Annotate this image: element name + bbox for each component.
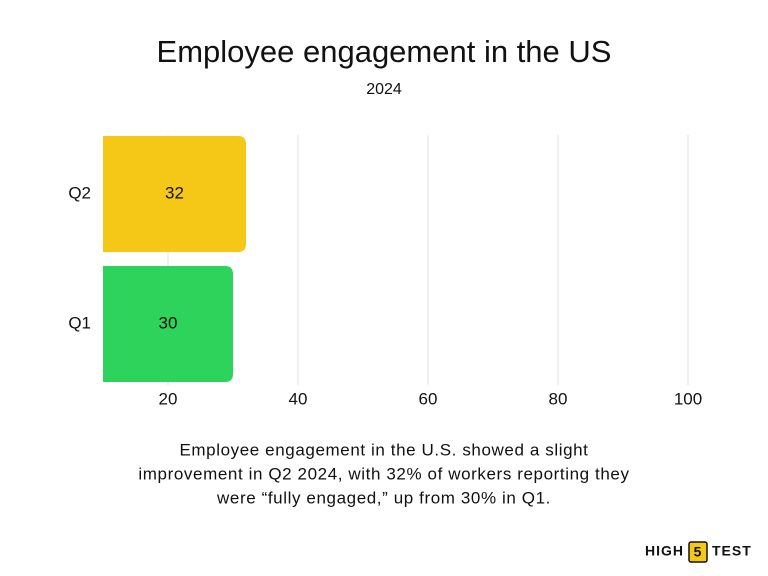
x-tick-label: 20 — [159, 389, 178, 408]
x-tick-label: 100 — [674, 389, 702, 408]
logo-box — [688, 541, 708, 563]
logo: HIGH 5 TEST — [645, 541, 752, 563]
x-tick-label: 60 — [419, 389, 438, 408]
caption-line: Employee engagement in the U.S. showed a… — [179, 440, 588, 459]
logo-left: HIGH — [645, 543, 684, 559]
caption-line: were “fully engaged,” up from 30% in Q1. — [216, 488, 551, 507]
data-label: 30 — [159, 313, 178, 332]
chart-subtitle: 2024 — [366, 81, 402, 98]
x-tick-label: 80 — [549, 389, 568, 408]
y-tick-label: Q1 — [68, 313, 91, 332]
bar — [103, 136, 246, 252]
y-tick-label: Q2 — [68, 183, 91, 202]
chart-title: Employee engagement in the US — [157, 34, 612, 69]
caption-line: improvement in Q2 2024, with 32% of work… — [138, 464, 629, 483]
bar — [103, 266, 233, 382]
logo-mid: 5 — [694, 544, 703, 560]
x-tick-label: 40 — [289, 389, 308, 408]
data-label: 32 — [165, 183, 184, 202]
logo-right: TEST — [712, 543, 752, 559]
